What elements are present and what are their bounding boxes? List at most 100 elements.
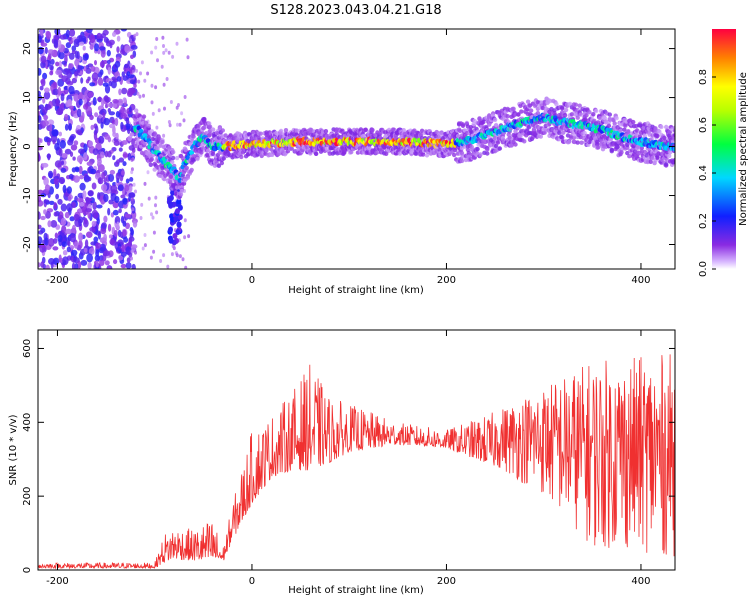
spectrogram-noise-cell	[85, 208, 92, 213]
spectrogram-noise-cell	[64, 211, 70, 219]
spectrogram-noise-cell	[62, 256, 69, 265]
spectrogram-noise-cell	[43, 177, 49, 186]
spectrogram-halo-cell	[609, 147, 614, 153]
spectrogram-noise-cell	[81, 94, 86, 100]
spectrogram-noise-cell	[157, 108, 161, 113]
spectrogram-noise-cell	[70, 144, 78, 151]
spectrogram-noise-cell	[129, 38, 133, 43]
spectrogram-halo-cell	[525, 99, 531, 104]
spectrogram-ylabel: Frequency (Hz)	[8, 111, 19, 187]
spectrogram-ridge-cell	[189, 150, 195, 156]
spectrogram-noise-cell	[130, 197, 134, 202]
spectrogram-noise-cell	[130, 157, 134, 162]
spectrogram-halo-cell	[522, 139, 527, 144]
spectrogram-noise-cell	[99, 243, 107, 251]
spectrogram-noise-cell	[127, 135, 133, 142]
spectrogram-noise-cell	[53, 39, 58, 48]
spectrogram-noise-cell	[162, 253, 166, 258]
spectrogram-noise-cell	[112, 102, 118, 108]
spectrogram-noise-cell	[69, 216, 75, 222]
spectrogram-noise-cell	[109, 238, 115, 245]
spectrogram-noise-cell	[120, 106, 125, 114]
spectrogram-halo-cell	[258, 131, 263, 136]
spectrogram-noise-cell	[68, 63, 73, 70]
spectrogram-halo-cell	[160, 170, 165, 175]
spectrogram-noise-cell	[112, 31, 117, 37]
spectrogram-halo-cell	[642, 133, 648, 138]
spectrogram-halo-cell	[567, 101, 573, 107]
spectrogram-halo-cell	[459, 151, 465, 156]
spectrogram-noise-cell	[45, 211, 51, 219]
spectrogram-halo-cell	[179, 188, 185, 194]
spectrogram-noise-cell	[122, 97, 127, 103]
spectrogram-noise-cell	[66, 203, 73, 212]
spectrogram-noise-cell	[136, 91, 140, 96]
spectrogram-halo-cell	[160, 139, 165, 145]
spectrogram-noise-cell	[42, 72, 48, 80]
spectrogram-noise-cell	[77, 260, 82, 269]
spectrogram-noise-cell	[40, 42, 48, 47]
spectrogram-halo-cell	[134, 108, 139, 113]
spectrogram-noise-cell	[154, 85, 158, 90]
spectrogram-noise-cell	[120, 112, 127, 119]
spectrogram-noise-cell	[60, 203, 67, 212]
spectrogram-noise-cell	[47, 170, 54, 179]
spectrogram-noise-cell	[120, 121, 124, 130]
spectrogram-noise-cell	[146, 71, 150, 76]
spectrogram-noise-cell	[163, 106, 166, 111]
spectrogram-panel: -200 0 200 400 -20 -10 0 10 20 Height of straigh…	[8, 28, 676, 296]
spectrogram-noise-cell	[117, 184, 124, 192]
spectrogram-noise-cell	[128, 106, 132, 113]
spectrogram-noise-cell	[129, 177, 134, 182]
spectrogram-halo-cell	[655, 133, 660, 139]
spectrogram-noise-cell	[141, 246, 145, 251]
spectrogram-noise-cell	[66, 81, 74, 86]
spectrogram-noise-cell	[39, 29, 44, 36]
spectrogram-noise-cell	[96, 204, 103, 209]
spectrogram-noise-cell	[38, 224, 42, 230]
spectrogram-noise-cell	[40, 261, 45, 268]
spectrogram-halo-cell	[618, 128, 623, 133]
spectrogram-noise-cell	[130, 170, 134, 175]
spectrogram-noise-cell	[71, 224, 76, 234]
spectrogram-noise-cell	[181, 257, 185, 262]
spectrogram-noise-cell	[155, 37, 159, 41]
spectrogram-noise-cell	[92, 201, 97, 210]
spectrogram-halo-cell	[664, 124, 669, 130]
spectrogram-noise-cell	[47, 49, 55, 54]
spectrogram-noise-cell	[183, 95, 187, 99]
spectrogram-halo-cell	[557, 130, 562, 135]
spectrogram-noise-cell	[38, 115, 42, 123]
spectrogram-noise-cell	[183, 235, 187, 240]
spectrogram-halo-cell	[577, 103, 582, 108]
spectrogram-noise-cell	[97, 192, 101, 200]
spectrogram-noise-cell	[40, 78, 46, 87]
spectrogram-noise-cell	[101, 222, 107, 229]
spectrogram-noise-cell	[38, 262, 41, 268]
spectrogram-noise-cell	[50, 84, 54, 92]
spectrogram-noise-cell	[113, 229, 118, 237]
spectrogram-noise-cell	[129, 79, 136, 85]
spectrogram-noise-cell	[128, 145, 135, 151]
spectrogram-halo-cell	[667, 153, 672, 159]
spectrogram-axes: -200 0 200 400 -20 -10 0 10 20	[22, 29, 675, 286]
spectrogram-noise-cell	[86, 231, 93, 238]
spectrogram-noise-cell	[89, 82, 96, 87]
spectrogram-noise-cell	[151, 215, 155, 220]
spectrogram-noise-cell	[109, 42, 113, 49]
spectrogram-noise-cell	[92, 96, 97, 106]
snr-ylabel: SNR (10 * v/v)	[8, 414, 19, 485]
spectrogram-noise-cell	[80, 259, 88, 266]
spectrogram-halo-cell	[185, 175, 190, 180]
snr-frame	[37, 329, 676, 571]
spectrogram-dip-cell	[176, 221, 182, 228]
spectrogram-noise-cell	[97, 157, 102, 166]
spectrogram-halo-cell	[622, 127, 627, 132]
spectrogram-halo-cell	[614, 116, 619, 121]
spectrogram-noise-cell	[114, 117, 119, 127]
spectrogram-noise-cell	[143, 78, 147, 83]
spectrogram-noise-cell	[185, 37, 189, 42]
spectrogram-halo-cell	[424, 153, 430, 158]
spectrogram-noise-cell	[38, 230, 44, 235]
